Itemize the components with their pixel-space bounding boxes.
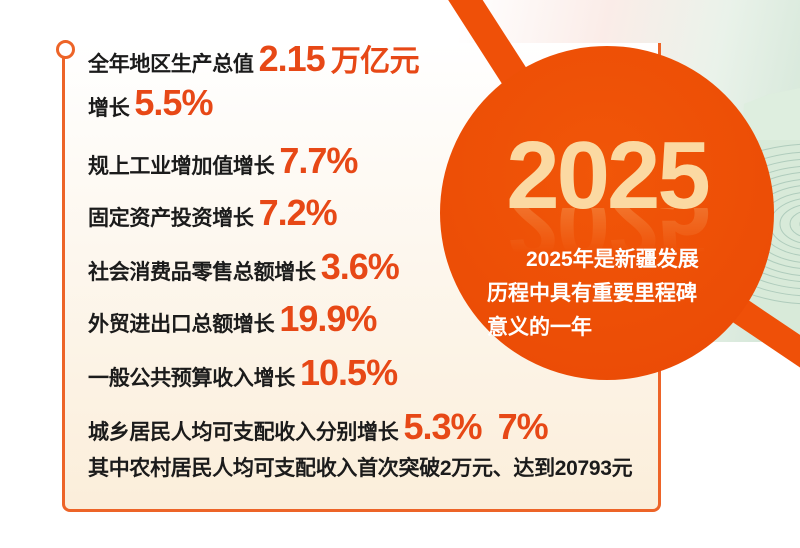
stat-value: 2.15 <box>258 38 326 79</box>
stat-label: 其中农村居民人均可支配收入首次突破2万元、达到20793元 <box>88 457 633 480</box>
stat-value: 19.9% <box>279 298 377 339</box>
stat-label: 一般公共预算收入增长 <box>88 367 295 390</box>
circle-caption: 2025年是新疆发展历程中具有重要里程碑 意义的一年 <box>487 243 787 345</box>
stat-value: 7.7% <box>279 140 358 181</box>
circle-caption-line: 意义的一年 <box>487 316 592 339</box>
stat-row: 社会消费品零售总额增长 3.6% <box>88 246 400 287</box>
stat-row: 一般公共预算收入增长 10.5% <box>88 352 398 393</box>
stat-unit: 万亿元 <box>330 45 420 78</box>
stat-value: 7% <box>497 406 549 447</box>
stat-value: 5.3% <box>403 406 483 447</box>
stat-label: 社会消费品零售总额增长 <box>88 261 316 284</box>
stat-value: 7.2% <box>258 192 338 233</box>
stat-label: 规上工业增加值增长 <box>88 155 275 178</box>
stat-label: 全年地区生产总值 <box>88 53 254 76</box>
stat-label: 增长 <box>88 97 130 120</box>
stat-row: 增长 5.5% <box>88 82 213 123</box>
stat-value: 3.6% <box>320 246 400 287</box>
stat-value: 5.5% <box>134 82 213 123</box>
stat-row: 固定资产投资增长 7.2% <box>88 192 338 233</box>
circle-caption-line: 历程中具有重要里程碑 <box>487 282 697 305</box>
circle-caption-line: 2025年是新疆发展 <box>526 248 699 271</box>
stat-row: 规上工业增加值增长 7.7% <box>88 140 358 181</box>
stat-label: 固定资产投资增长 <box>88 207 254 230</box>
stat-label: 城乡居民人均可支配收入分别增长 <box>88 421 399 444</box>
stat-value: 10.5% <box>300 352 398 393</box>
pin-ring-icon <box>56 40 75 59</box>
stat-row: 外贸进出口总额增长 19.9% <box>88 298 377 339</box>
stat-row: 其中农村居民人均可支配收入首次突破2万元、达到20793元 <box>88 455 633 482</box>
stat-row: 城乡居民人均可支配收入分别增长 5.3% 7% <box>88 406 549 447</box>
stat-row: 全年地区生产总值 2.15 万亿元 <box>88 38 420 79</box>
stat-label: 外贸进出口总额增长 <box>88 313 275 336</box>
